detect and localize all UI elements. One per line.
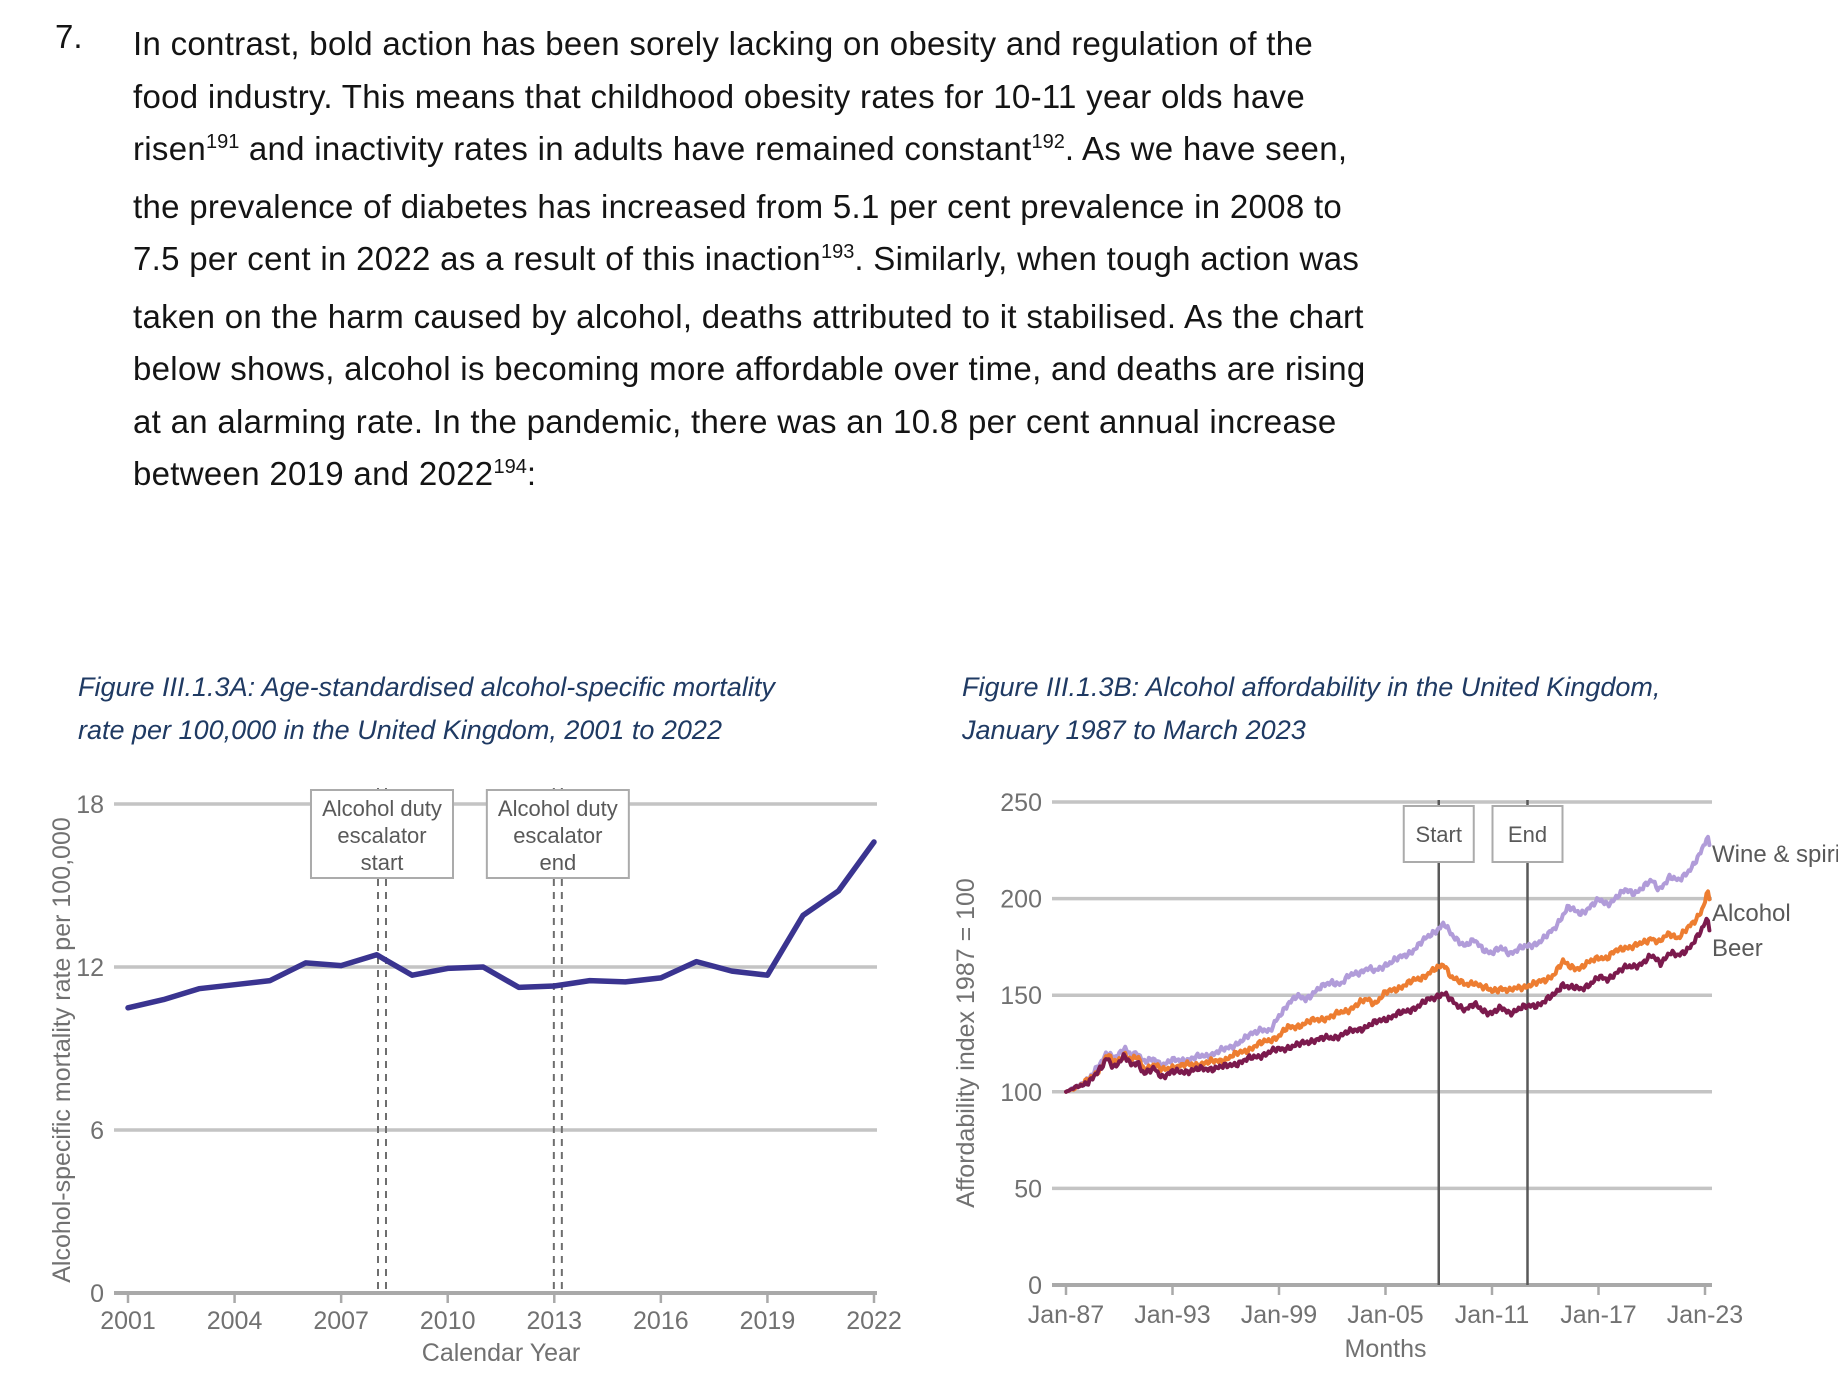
paragraph-line: 7.5 per cent in 2022 as a result of this… — [133, 240, 1360, 277]
figure-a-caption-line1: Figure III.1.3A: Age-standardised alcoho… — [78, 672, 775, 702]
affordability-series-line-3 — [1064, 916, 1712, 1094]
x-tick-label: Jan-23 — [1667, 1301, 1743, 1329]
footnote-reference: 193 — [820, 241, 855, 263]
x-tick-label: Jan-93 — [1134, 1301, 1210, 1329]
mortality-series-line — [125, 839, 877, 1011]
y-tick-label: 0 — [1028, 1272, 1042, 1300]
paragraph-number: 7. — [55, 18, 83, 55]
annotation-box — [485, 789, 630, 879]
footnote-reference: 192 — [1031, 131, 1065, 153]
affordability-series-line-2 — [1064, 889, 1712, 1094]
x-axis-title: Calendar Year — [422, 1339, 580, 1367]
paragraph-line: food industry. This means that childhood… — [133, 77, 1306, 115]
paragraph-line: at an alarming rate. In the pandemic, th… — [133, 402, 1337, 440]
y-tick-label: 12 — [76, 954, 104, 982]
x-tick-label: 2019 — [740, 1307, 796, 1335]
figure-a-caption: Figure III.1.3A: Age-standardised alcoho… — [78, 666, 775, 752]
footnote-reference: 194 — [493, 456, 527, 478]
paragraph-line: risen191 and inactivity rates in adults … — [133, 130, 1348, 167]
affordability-line-chart: 0 50 100 150 200 250 Jan-87 Jan-93 Jan-99 Jan-05 J… — [952, 789, 1838, 1363]
y-tick-label: 200 — [1000, 886, 1042, 914]
series-label: Wine & spirits — [1712, 841, 1838, 868]
y-axis-title: Alcohol-specific mortality rate per 100,… — [48, 817, 76, 1283]
y-tick-label: 150 — [1000, 982, 1042, 1010]
x-tick-label: Jan-05 — [1347, 1301, 1423, 1329]
paragraph-line: below shows, alcohol is becoming more af… — [133, 350, 1366, 387]
x-tick-label: Jan-11 — [1455, 1301, 1530, 1329]
x-axis-title: Months — [1345, 1335, 1427, 1363]
affordability-series-line-1 — [1064, 834, 1712, 1094]
annotation-label: End — [1508, 822, 1547, 847]
x-tick-label: 2004 — [207, 1307, 263, 1335]
x-tick-label: Jan-99 — [1241, 1301, 1317, 1329]
footnote-reference: 191 — [206, 131, 240, 153]
x-tick-label: 2013 — [526, 1307, 582, 1335]
figure-b-caption: Figure III.1.3B: Alcohol affordability i… — [962, 666, 1660, 752]
paragraph-line: taken on the harm caused by alcohol, dea… — [133, 297, 1364, 335]
y-tick-label: 6 — [90, 1117, 104, 1145]
mortality-line-chart: 0 6 12 18 2001 2004 2007 2010 2013 2016 2019 2022 Ca… — [48, 788, 902, 1367]
x-tick-label: Jan-17 — [1560, 1301, 1636, 1329]
paragraph-7: 7. In contrast, bold action has been sor… — [55, 18, 1775, 506]
figure-b-caption-line2: January 1987 to March 2023 — [962, 715, 1306, 745]
x-tick-label: 2001 — [100, 1307, 156, 1335]
paragraph-line: the prevalence of diabetes has increased… — [133, 187, 1343, 225]
paragraph-line: In contrast, bold action has been sorely… — [133, 25, 1314, 62]
annotation-label: Start — [1416, 822, 1462, 847]
x-tick-label: 2022 — [846, 1307, 902, 1335]
x-tick-label: Jan-87 — [1028, 1301, 1104, 1329]
paragraph-text: In contrast, bold action has been sorely… — [133, 18, 1775, 506]
annotation-box — [1402, 805, 1475, 863]
y-axis-title: Affordability index 1987 = 100 — [952, 878, 980, 1208]
y-tick-label: 50 — [1014, 1175, 1042, 1203]
x-tick-label: 2010 — [420, 1307, 476, 1335]
series-label: Alcohol — [1712, 900, 1791, 927]
x-tick-label: 2016 — [633, 1307, 689, 1335]
annotation-label: Alcohol duty escalator start — [322, 796, 442, 875]
series-label: Beer — [1712, 935, 1763, 962]
annotation-box — [1491, 805, 1564, 863]
figure-b-caption-line1: Figure III.1.3B: Alcohol affordability i… — [962, 672, 1661, 702]
y-tick-label: 0 — [90, 1280, 104, 1308]
y-tick-label: 18 — [76, 791, 104, 819]
annotation-box — [309, 789, 454, 879]
x-tick-label: 2007 — [313, 1307, 369, 1335]
paragraph-line: between 2019 and 2022194: — [133, 455, 537, 492]
annotation-label: Alcohol duty escalator end — [498, 796, 618, 875]
y-tick-label: 250 — [1000, 789, 1042, 817]
figure-a-caption-line2: rate per 100,000 in the United Kingdom, … — [78, 715, 722, 745]
y-tick-label: 100 — [1000, 1079, 1042, 1107]
